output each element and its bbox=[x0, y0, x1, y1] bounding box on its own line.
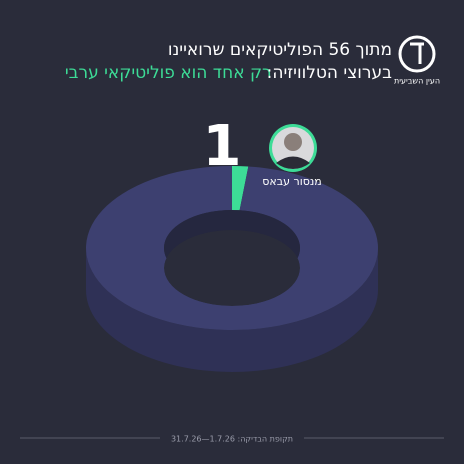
subtitle: בערוצי הטלוויזיה: bbox=[267, 63, 393, 83]
portrait-head bbox=[284, 133, 302, 151]
footer-bg bbox=[160, 430, 304, 446]
donut-slice bbox=[86, 166, 379, 331]
hole-floor bbox=[164, 230, 300, 306]
footer: תקופת הבדיקה: 1.7.26—31.7.26 bbox=[171, 435, 293, 444]
logo-circle bbox=[398, 35, 436, 73]
subtitle-line: בערוצי הטלוויזיה:רק אחד הוא פוליטיקאי ער… bbox=[65, 63, 392, 83]
logo-text: העין השביעית bbox=[394, 77, 440, 86]
category-label: מנסור עבאס bbox=[262, 175, 321, 188]
highlight: רק אחד הוא פוליטיקאי ערבי bbox=[65, 63, 272, 83]
logo-mark bbox=[410, 42, 424, 64]
donut-chart: 1 מנסור עבאס bbox=[86, 114, 379, 372]
donut-slice bbox=[232, 166, 249, 211]
donut-side bbox=[86, 248, 378, 372]
data-label: 1 bbox=[203, 114, 242, 179]
title: מתוך 56 הפוליטיקאים שרואיינו bbox=[168, 40, 392, 60]
portrait-body bbox=[276, 156, 310, 169]
logo: העין השביעית bbox=[394, 35, 440, 86]
